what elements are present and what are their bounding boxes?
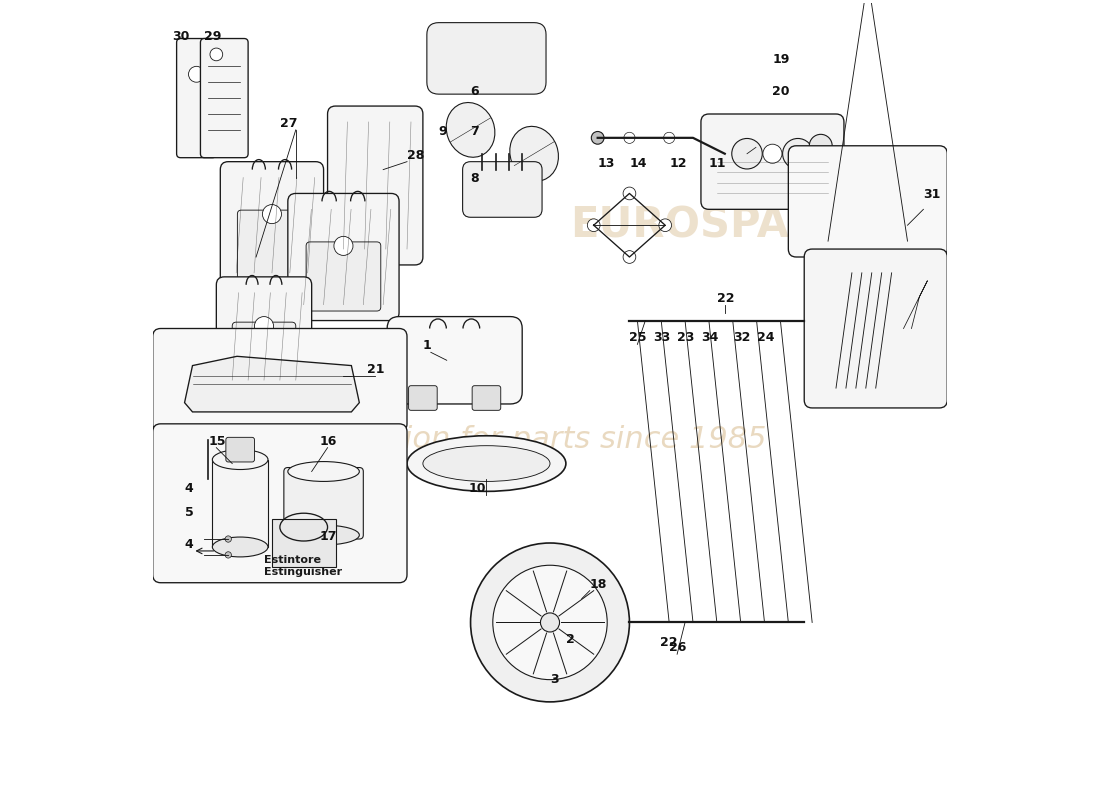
Circle shape (493, 566, 607, 680)
Circle shape (587, 219, 601, 231)
FancyBboxPatch shape (472, 386, 500, 410)
Text: 13: 13 (597, 157, 615, 170)
FancyBboxPatch shape (463, 162, 542, 218)
Ellipse shape (447, 102, 495, 158)
Circle shape (624, 132, 635, 143)
FancyBboxPatch shape (408, 386, 437, 410)
Text: 4: 4 (185, 538, 194, 551)
FancyBboxPatch shape (701, 114, 844, 210)
Text: 20: 20 (772, 85, 790, 98)
Text: 32: 32 (733, 331, 750, 344)
Text: 24: 24 (757, 331, 774, 344)
Text: 1: 1 (422, 339, 431, 352)
Text: 22: 22 (660, 636, 678, 650)
Circle shape (717, 146, 733, 162)
FancyBboxPatch shape (789, 146, 947, 257)
Text: 23: 23 (678, 331, 694, 344)
Text: 11: 11 (708, 157, 726, 170)
FancyBboxPatch shape (804, 249, 947, 408)
Ellipse shape (288, 525, 360, 545)
Text: 9: 9 (438, 125, 447, 138)
FancyBboxPatch shape (328, 106, 422, 265)
Circle shape (254, 317, 274, 336)
Text: 7: 7 (471, 125, 480, 138)
Text: 33: 33 (653, 331, 671, 344)
Text: 15: 15 (208, 434, 226, 448)
FancyBboxPatch shape (306, 242, 381, 311)
Circle shape (732, 138, 762, 169)
Circle shape (188, 66, 205, 82)
Circle shape (763, 144, 782, 163)
Text: 18: 18 (590, 578, 607, 590)
Text: passion for parts since 1985: passion for parts since 1985 (333, 426, 767, 454)
Text: 21: 21 (367, 363, 385, 376)
Text: 29: 29 (205, 30, 222, 42)
Text: 8: 8 (471, 173, 480, 186)
FancyBboxPatch shape (427, 22, 546, 94)
Circle shape (623, 250, 636, 263)
FancyBboxPatch shape (212, 459, 268, 547)
PathPatch shape (185, 356, 360, 412)
FancyBboxPatch shape (284, 467, 363, 539)
FancyBboxPatch shape (153, 329, 407, 432)
Text: EUROSPARES: EUROSPARES (570, 204, 880, 246)
Circle shape (471, 543, 629, 702)
Circle shape (210, 48, 222, 61)
Ellipse shape (509, 126, 559, 181)
FancyBboxPatch shape (217, 277, 311, 396)
Text: Estintore
Estinguisher: Estintore Estinguisher (264, 555, 342, 577)
Text: 22: 22 (717, 292, 735, 305)
Text: 34: 34 (701, 331, 718, 344)
Circle shape (592, 131, 604, 144)
Text: 2: 2 (565, 634, 574, 646)
FancyBboxPatch shape (226, 438, 254, 462)
Ellipse shape (407, 436, 565, 491)
Circle shape (226, 536, 231, 542)
FancyBboxPatch shape (177, 38, 217, 158)
Text: 31: 31 (923, 188, 940, 202)
Text: 25: 25 (629, 331, 647, 344)
Circle shape (810, 134, 833, 158)
Text: 16: 16 (320, 434, 337, 448)
Ellipse shape (212, 537, 268, 557)
Text: 27: 27 (279, 117, 297, 130)
Text: 4: 4 (185, 482, 194, 495)
Text: 14: 14 (629, 157, 647, 170)
Circle shape (623, 187, 636, 200)
Text: 19: 19 (772, 54, 790, 66)
Text: 26: 26 (669, 642, 686, 654)
Circle shape (659, 219, 672, 231)
FancyBboxPatch shape (288, 194, 399, 321)
Text: 28: 28 (407, 149, 425, 162)
Text: 5: 5 (185, 506, 194, 519)
FancyBboxPatch shape (238, 210, 307, 279)
Ellipse shape (288, 462, 360, 482)
FancyBboxPatch shape (220, 162, 323, 289)
Text: 30: 30 (173, 30, 190, 42)
Ellipse shape (212, 450, 268, 470)
Circle shape (663, 132, 674, 143)
Circle shape (782, 138, 813, 169)
Circle shape (226, 552, 231, 558)
Text: 17: 17 (320, 530, 337, 543)
Circle shape (334, 236, 353, 255)
Circle shape (263, 205, 282, 224)
Text: 6: 6 (471, 85, 480, 98)
FancyBboxPatch shape (272, 519, 336, 567)
FancyBboxPatch shape (387, 317, 522, 404)
FancyBboxPatch shape (200, 38, 249, 158)
FancyBboxPatch shape (153, 424, 407, 582)
Text: 10: 10 (469, 482, 486, 495)
FancyBboxPatch shape (232, 322, 296, 387)
Circle shape (540, 613, 560, 632)
Ellipse shape (422, 446, 550, 482)
Text: 12: 12 (669, 157, 686, 170)
Text: 3: 3 (550, 673, 559, 686)
